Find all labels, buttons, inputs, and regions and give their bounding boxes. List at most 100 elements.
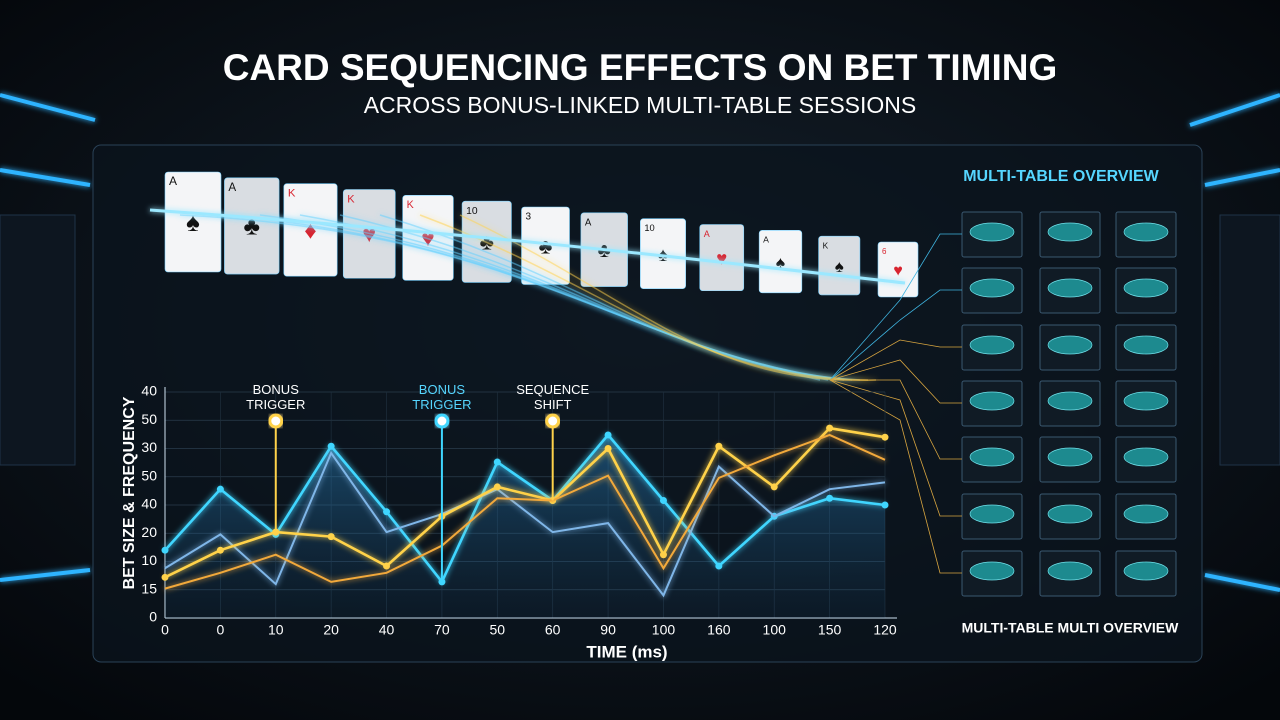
y-tick-label: 40 [141, 383, 157, 399]
y-tick-label: 15 [141, 580, 157, 596]
card-rank: K [407, 199, 414, 211]
light-stream [419, 214, 869, 381]
point [161, 546, 169, 554]
x-tick-label: 60 [545, 622, 561, 638]
point [826, 424, 834, 432]
card [818, 235, 861, 296]
table-felt [1123, 335, 1169, 355]
card [758, 230, 803, 294]
table-felt [969, 335, 1015, 355]
table-felt [1123, 278, 1169, 298]
annotation-marker [268, 413, 284, 429]
card-rank: 10 [466, 206, 478, 217]
line [164, 426, 886, 579]
point [216, 485, 224, 493]
line [164, 432, 886, 585]
table-felt [1047, 222, 1093, 242]
light-beam [149, 208, 906, 285]
point [604, 431, 612, 439]
card-rank: A [169, 174, 177, 188]
table-felt [969, 447, 1015, 467]
card-rank: A [585, 217, 592, 228]
table-felt [1047, 335, 1093, 355]
point [604, 445, 612, 452]
connector [829, 289, 962, 381]
y-tick-label: 20 [141, 524, 157, 540]
connector [829, 379, 962, 574]
connector [829, 233, 962, 381]
table-felt [1123, 391, 1169, 411]
card-suit: ♠ [776, 252, 785, 272]
card-suit: ♣ [539, 235, 553, 258]
table-felt [969, 504, 1015, 524]
x-tick-label: 0 [216, 622, 224, 638]
card-suit: ♥ [893, 263, 903, 280]
card [164, 171, 222, 273]
card-suit: ♠ [835, 257, 844, 276]
table-felt [969, 391, 1015, 411]
table-felt [1123, 504, 1169, 524]
card-rank: A [228, 181, 236, 194]
card-rank: K [347, 193, 355, 205]
x-tick-label: 40 [379, 622, 395, 638]
card-rank: K [823, 240, 829, 250]
x-tick-label: 100 [652, 622, 676, 638]
point [493, 483, 501, 491]
table-felt [1123, 561, 1169, 581]
title: CARD SEQUENCING EFFECTS ON BET TIMING [223, 47, 1058, 88]
x-tick-label: 90 [600, 622, 616, 638]
point [659, 496, 667, 504]
side-lights [0, 93, 1280, 592]
annotation-marker [545, 413, 561, 429]
table-felt [1047, 391, 1093, 411]
point [715, 442, 723, 450]
light-stream [379, 214, 861, 381]
x-tick-label: 70 [434, 622, 450, 638]
y-tick-label: 50 [141, 411, 157, 427]
annotation-marker [434, 413, 450, 429]
y-tick-label: 0 [149, 609, 157, 625]
point [493, 458, 501, 466]
card-rank: A [704, 229, 710, 239]
card-suit: ♥ [716, 248, 727, 269]
y-axis-label: BET SIZE & FREQUENCY [121, 396, 138, 589]
connector [829, 379, 962, 517]
annotation-label: BONUS TRIGGER [246, 382, 305, 412]
y-tick-label: 50 [141, 467, 157, 483]
line [164, 450, 886, 598]
connector [829, 359, 962, 404]
table-felt [1123, 222, 1169, 242]
y-tick-label: 40 [141, 496, 157, 512]
table-felt [1047, 504, 1093, 524]
annotation-label: BONUS TRIGGER [412, 382, 471, 412]
x-tick-label: 120 [873, 622, 897, 638]
card [699, 224, 745, 292]
point [216, 546, 224, 554]
panel-footer: MULTI-TABLE MULTI OVERVIEW [962, 620, 1180, 636]
area [165, 434, 885, 618]
table-felt [1047, 278, 1093, 298]
card-suit: ♦ [304, 217, 316, 244]
annotation-label: SEQUENCE SHIFT [516, 382, 589, 412]
card-rank: 10 [644, 223, 654, 233]
x-tick-label: 100 [763, 622, 787, 638]
table-felt [969, 561, 1015, 581]
connector [829, 339, 962, 381]
card-rank: K [288, 188, 296, 200]
point [327, 533, 335, 541]
table-felt [1047, 447, 1093, 467]
point [881, 501, 889, 509]
server-rack [1219, 214, 1280, 466]
x-tick-label: 150 [818, 622, 842, 638]
point [327, 442, 335, 450]
server-rack [0, 214, 76, 466]
card [224, 177, 280, 275]
x-tick-label: 50 [490, 622, 506, 638]
card-rank: 3 [526, 212, 532, 223]
table-felt [969, 278, 1015, 298]
line [164, 433, 886, 590]
x-tick-label: 160 [707, 622, 731, 638]
x-tick-label: 20 [323, 622, 339, 638]
point [770, 483, 778, 491]
